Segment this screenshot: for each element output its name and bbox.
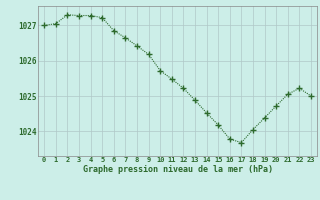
X-axis label: Graphe pression niveau de la mer (hPa): Graphe pression niveau de la mer (hPa) [83,165,273,174]
